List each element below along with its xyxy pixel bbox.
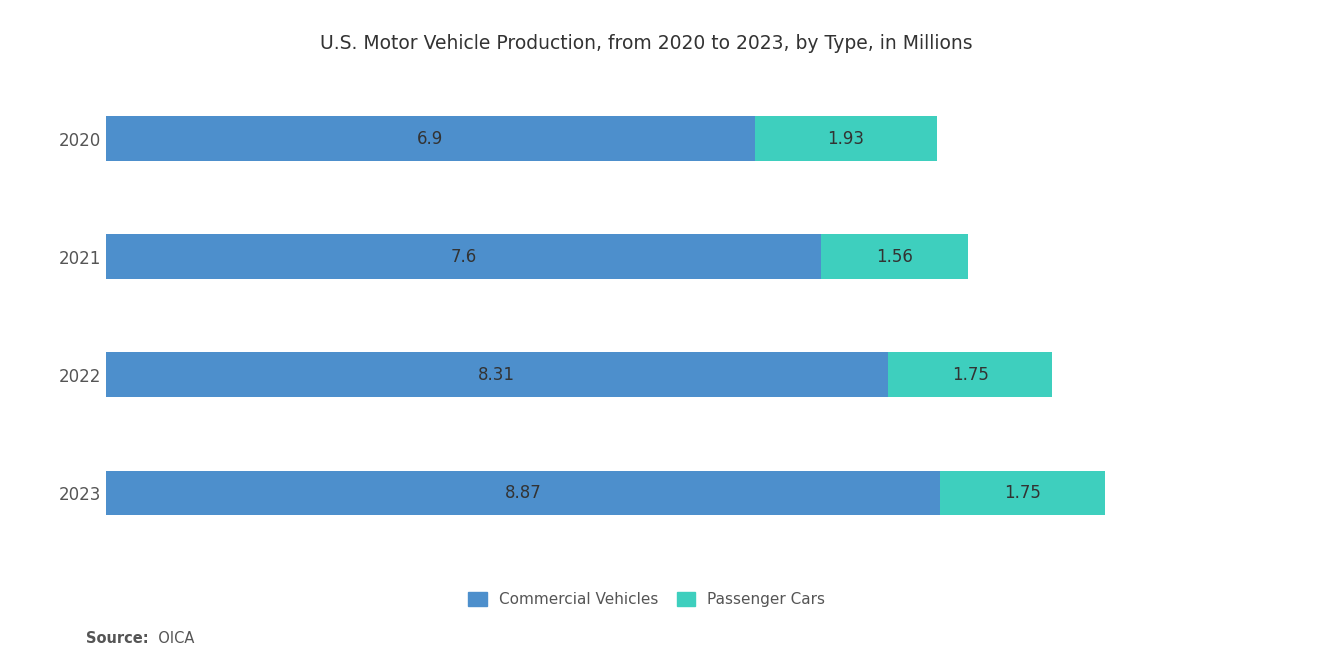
Text: 1.75: 1.75 (952, 366, 989, 384)
Text: OICA: OICA (149, 631, 194, 646)
Text: Source:: Source: (86, 631, 148, 646)
Legend: Commercial Vehicles, Passenger Cars: Commercial Vehicles, Passenger Cars (461, 585, 833, 615)
Bar (888, 352, 1052, 397)
Text: 8.31: 8.31 (478, 366, 515, 384)
Text: 7.6: 7.6 (450, 248, 477, 266)
Text: 1.56: 1.56 (876, 248, 912, 266)
Bar (106, 116, 755, 161)
Bar (106, 235, 821, 279)
Text: 1.75: 1.75 (1005, 484, 1041, 502)
Bar (821, 235, 968, 279)
Bar (106, 471, 940, 515)
Bar (940, 471, 1105, 515)
Text: 6.9: 6.9 (417, 130, 444, 148)
Bar (106, 352, 888, 397)
Title: U.S. Motor Vehicle Production, from 2020 to 2023, by Type, in Millions: U.S. Motor Vehicle Production, from 2020… (321, 34, 973, 53)
Text: 8.87: 8.87 (504, 484, 541, 502)
Bar (755, 116, 937, 161)
Text: 1.93: 1.93 (828, 130, 865, 148)
